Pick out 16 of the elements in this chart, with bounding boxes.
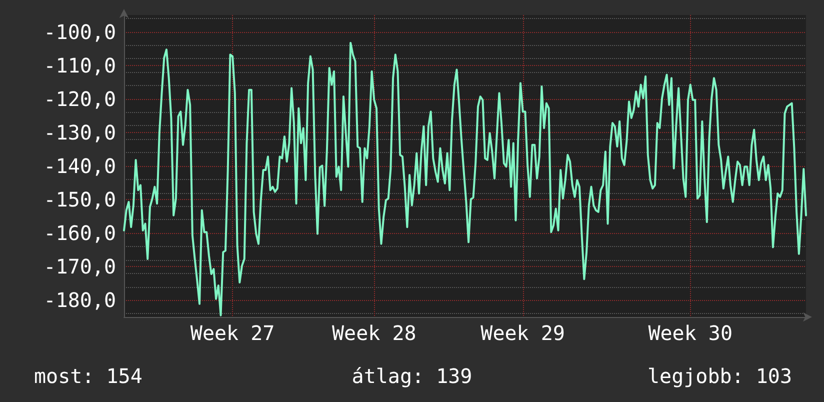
y-tick-label: -170,0 [44,254,116,279]
y-tick-label: -130,0 [44,120,116,144]
y-tick-label: -150,0 [44,188,116,212]
x-tick-label: Week 28 [332,321,416,345]
y-tick-label: -140,0 [44,154,116,178]
y-tick-label: -100,0 [44,20,116,44]
y-tick-label: -110,0 [44,53,116,78]
x-tick-label: Week 29 [480,321,565,345]
text: most: 154 [34,364,142,388]
x-tick-label: Week 27 [190,321,275,345]
text: legjobb: 103 [648,364,792,388]
y-tick-label: -120,0 [44,86,116,111]
y-tick-label: -160,0 [44,221,116,246]
text: átlag: 139 [352,364,472,388]
y-tick-label: -180,0 [44,288,116,312]
x-tick-label: Week 30 [648,321,733,345]
